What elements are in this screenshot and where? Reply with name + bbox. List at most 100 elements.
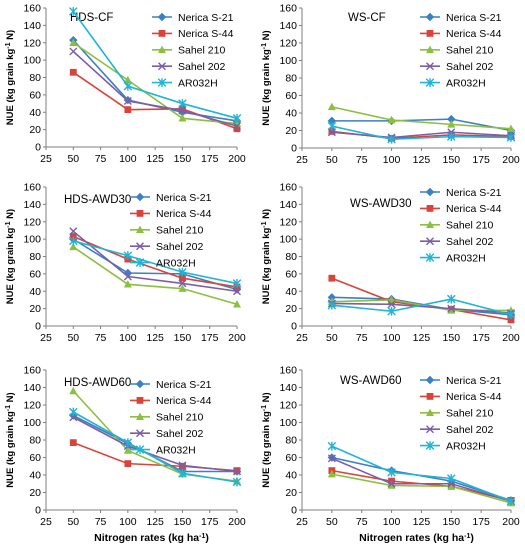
data-point xyxy=(68,407,78,417)
x-tick-label: 150 xyxy=(443,516,461,528)
y-tick-label: 160 xyxy=(279,182,297,194)
series-ar032h xyxy=(68,236,242,288)
x-tick-label: 75 xyxy=(356,332,368,344)
data-point xyxy=(387,306,396,316)
data-point xyxy=(123,280,132,288)
y-tick-label: 40 xyxy=(29,107,41,119)
data-point xyxy=(123,81,133,91)
data-point xyxy=(123,251,133,261)
data-point xyxy=(123,446,132,454)
data-point xyxy=(387,479,396,488)
data-point xyxy=(327,116,337,126)
data-point xyxy=(178,267,187,277)
y-tick-label: 60 xyxy=(285,90,297,102)
data-point xyxy=(69,38,78,46)
legend-marker xyxy=(426,45,434,53)
data-point xyxy=(123,75,132,84)
data-point xyxy=(446,474,456,483)
series-line xyxy=(72,230,238,293)
panel-title: HDS-AWD60 xyxy=(64,377,131,389)
legend-item-sahel-202: Sahel 202 xyxy=(420,424,493,436)
y-tick-label: 160 xyxy=(279,365,297,377)
x-tick-label: 125 xyxy=(413,332,431,344)
data-point xyxy=(179,105,186,113)
legend-marker xyxy=(425,375,435,385)
legend-label: Nerica S-44 xyxy=(446,203,502,215)
data-point xyxy=(387,295,396,304)
data-point xyxy=(387,467,396,477)
x-tick-label: 200 xyxy=(502,154,520,166)
data-point xyxy=(68,7,78,16)
y-tick-label: 0 xyxy=(35,505,41,517)
data-point xyxy=(178,284,187,292)
chart-panel-ws-cf: 0 20 40 60 80 100 120 140 160 25 50 75 100 125 150 175 2… xyxy=(261,3,520,166)
legend-item-sahel-210: Sahel 210 xyxy=(420,408,493,420)
y-tick-label: 0 xyxy=(35,321,41,333)
data-point xyxy=(387,115,396,124)
x-axis-label: Nitrogen rates (kg ha-1) xyxy=(359,532,474,544)
legend-item-nerica-s-44: Nerica S-44 xyxy=(152,28,234,40)
legend-label: Nerica S-44 xyxy=(446,28,502,40)
legend-item-sahel-210: Sahel 210 xyxy=(420,45,493,57)
x-tick-label: 75 xyxy=(356,154,368,166)
legend-item-ar032h: AR032H xyxy=(130,257,196,269)
x-tick-label: 125 xyxy=(413,516,431,528)
legend-label: Nerica S-21 xyxy=(446,12,502,24)
y-tick-label: 100 xyxy=(23,55,41,67)
legend-marker xyxy=(136,210,144,217)
data-point xyxy=(327,441,337,451)
y-tick-label: 0 xyxy=(291,505,297,517)
data-point xyxy=(233,287,241,296)
series-line xyxy=(331,131,512,139)
data-point xyxy=(123,272,132,281)
y-tick-label: 20 xyxy=(29,487,41,499)
legend-item-nerica-s-21: Nerica S-21 xyxy=(152,12,234,24)
legend: Nerica S-21 Nerica S-44 Sahel 210 Sahel 202… xyxy=(420,12,502,89)
legend-label: AR032H xyxy=(446,77,486,89)
legend: Nerica S-21 Nerica S-44 Sahel 210 Sahel 202… xyxy=(420,375,502,452)
data-point xyxy=(447,306,456,314)
legend-item-sahel-210: Sahel 210 xyxy=(130,225,203,237)
y-axis-label: NUE (kg grain kg-1 N) xyxy=(5,30,17,125)
data-point xyxy=(178,468,187,478)
data-point xyxy=(178,279,187,288)
y-tick-label: 140 xyxy=(279,382,297,394)
series-line xyxy=(72,416,238,473)
data-point xyxy=(178,99,187,108)
legend-item-nerica-s-21: Nerica S-21 xyxy=(130,379,212,391)
series-line xyxy=(331,125,512,141)
data-point xyxy=(507,124,515,132)
x-tick-label: 150 xyxy=(174,516,192,528)
legend-marker xyxy=(135,192,145,202)
legend-label: Sahel 210 xyxy=(156,412,203,424)
series-sahel-202 xyxy=(69,227,241,296)
y-tick-label: 80 xyxy=(285,251,297,263)
data-point xyxy=(387,300,396,309)
legend-label: Nerica S-21 xyxy=(156,192,212,204)
x-tick-label: 125 xyxy=(413,154,431,166)
data-point xyxy=(447,482,456,490)
legend-marker xyxy=(425,187,435,197)
panel-title: WS-AWD30 xyxy=(350,198,412,210)
legend-item-ar032h: AR032H xyxy=(152,77,218,89)
data-point xyxy=(446,294,456,304)
x-tick-label: 75 xyxy=(95,516,107,528)
legend-label: Sahel 210 xyxy=(446,220,493,232)
x-tick-label: 200 xyxy=(502,516,520,528)
legend-label: Sahel 202 xyxy=(156,428,203,440)
y-tick-label: 20 xyxy=(285,125,297,137)
legend-marker xyxy=(158,30,166,37)
x-tick-label: 50 xyxy=(67,516,79,528)
data-point xyxy=(327,293,337,302)
y-axis-label: NUE (kg grain kg-1 N) xyxy=(5,209,17,304)
legend-item-nerica-s-44: Nerica S-44 xyxy=(130,208,212,220)
y-tick-label: 60 xyxy=(29,452,41,464)
panel-title: WS-AWD60 xyxy=(340,375,402,387)
x-tick-label: 175 xyxy=(472,332,490,344)
data-point xyxy=(69,47,78,56)
legend-marker xyxy=(135,379,145,389)
series-ar032h xyxy=(327,441,516,506)
legend-item-nerica-s-44: Nerica S-44 xyxy=(420,203,502,215)
x-tick-label: 175 xyxy=(472,516,490,528)
data-point xyxy=(123,438,133,448)
